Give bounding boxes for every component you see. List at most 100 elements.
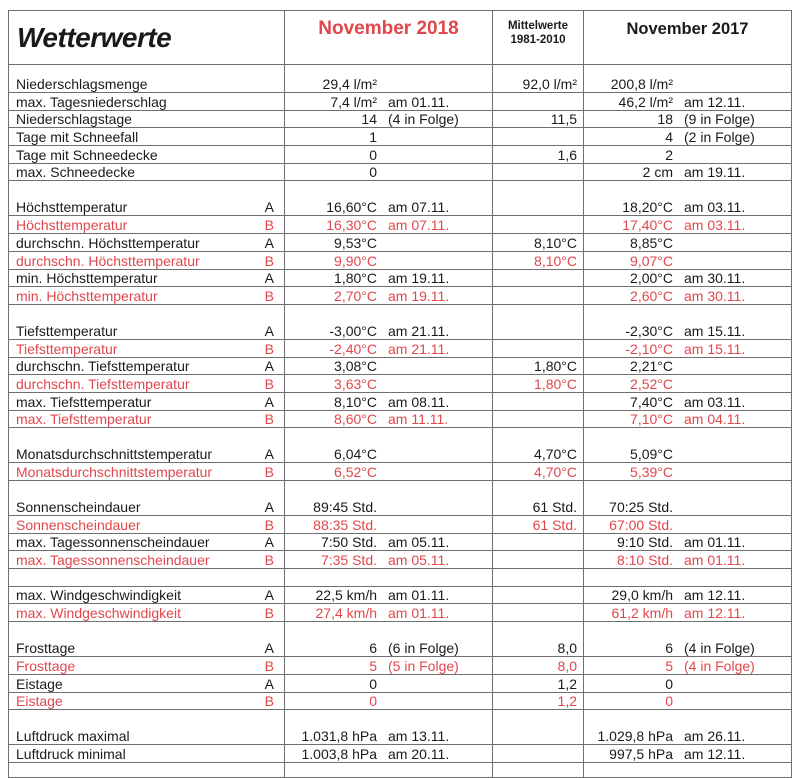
row-label-cell: max. Tagessonnenscheindauer B: [8, 550, 285, 570]
table-row: Monatsdurchschnittstemperatur B 6,52°C 4,70…: [8, 462, 792, 481]
spacer-cell: [8, 568, 285, 587]
value-pair: -2,30°C am 15.11.: [585, 322, 791, 339]
row-label-wrap: max. Tagessonnenscheindauer B: [10, 552, 284, 569]
mittelwert-cell: 8,0: [492, 656, 584, 675]
table-row: min. Höchsttemperatur B 2,70°C am 19.11. 2,6…: [8, 286, 792, 305]
station-marker: A: [264, 270, 274, 287]
row-label-wrap: Eistage A: [10, 676, 284, 692]
row-label-cell: Eistage B: [8, 691, 285, 711]
value-pair: 9,07°C: [585, 253, 791, 269]
value: 7:50 Std.: [320, 534, 377, 551]
row-label-cell: Frosttage A: [8, 621, 285, 658]
mittelwert-cell: 8,10°C: [492, 250, 584, 270]
row-label: Sonnenscheindauer: [16, 516, 141, 533]
row-label-wrap: durchschn. Tiefsttemperatur B: [10, 376, 284, 392]
value-note: am 03.11.: [684, 393, 746, 410]
station-marker: A: [264, 393, 274, 410]
value-pair: 0: [286, 693, 492, 709]
value-2017-cell: 200,8 l/m²: [583, 64, 792, 93]
row-label-cell: Sonnenscheindauer A: [8, 480, 285, 516]
value-pair: 0: [286, 147, 492, 163]
value: 8,60°C: [334, 411, 377, 428]
value: 0: [665, 693, 673, 710]
row-label-wrap: Sonnenscheindauer A: [10, 499, 284, 515]
station-marker: A: [264, 322, 274, 339]
value-note: am 01.11.: [388, 587, 450, 604]
value: 88:35 Std.: [313, 516, 377, 533]
value-2017-cell: 2,00°C am 30.11.: [583, 268, 792, 288]
mittelwert-cell: 61 Std.: [492, 480, 584, 516]
row-label-cell: max. Tiefsttemperatur B: [8, 409, 285, 429]
value-note: am 01.11.: [388, 93, 450, 110]
value-2018-cell: 0: [284, 145, 493, 164]
value-pair: 5 (4 in Folge): [585, 657, 791, 674]
mittelwert-cell: 8,0: [492, 621, 584, 658]
value: 7,4 l/m²: [330, 93, 377, 110]
value-note: am 03.11.: [684, 217, 746, 234]
value-note: [377, 129, 388, 145]
mittelwert-cell: [492, 585, 584, 605]
station-marker: A: [264, 199, 274, 216]
value: 18,20°C: [622, 199, 673, 216]
value-note: am 07.11.: [388, 199, 450, 216]
value: 6,04°C: [334, 446, 377, 463]
mittelwert-cell: [492, 409, 584, 429]
value-note: [673, 358, 684, 374]
row-label-wrap: min. Höchsttemperatur A: [10, 270, 284, 287]
spacer-cell: [284, 568, 493, 587]
value-note: am 12.11.: [684, 587, 746, 604]
row-label: Monatsdurchschnittstemperatur: [16, 464, 213, 480]
value-note: am 05.11.: [388, 534, 450, 551]
row-label-cell: Eistage A: [8, 673, 285, 693]
value: -2,40°C: [329, 340, 377, 357]
mittelwert-cell: 8,10°C: [492, 233, 584, 252]
value: 9,53°C: [334, 234, 377, 251]
row-label-wrap: Monatsdurchschnittstemperatur B: [10, 464, 284, 480]
value-2017-cell: 2 cm am 19.11.: [583, 162, 792, 182]
value-note: am 19.11.: [388, 270, 450, 287]
spacer-cell: [583, 568, 792, 587]
value: 5: [665, 657, 673, 674]
value: -2,10°C: [625, 340, 673, 357]
value-pair: 22,5 km/h am 01.11.: [286, 587, 492, 604]
row-label: max. Tagessonnenscheindauer: [16, 552, 210, 569]
value-pair: 2,60°C am 30.11.: [585, 288, 791, 304]
value: 1.029,8 hPa: [597, 728, 673, 745]
mittelwert-cell: [492, 744, 584, 763]
value-note: am 15.11.: [684, 322, 746, 339]
row-label-cell: Monatsdurchschnittstemperatur A: [8, 427, 285, 464]
row-label-wrap: Luftdruck minimal: [10, 746, 284, 762]
value-2018-cell: 2,70°C am 19.11.: [284, 286, 493, 305]
value: 17,40°C: [622, 217, 673, 234]
value-2017-cell: 61,2 km/h am 12.11.: [583, 603, 792, 623]
mittelwert-cell: 1,6: [492, 145, 584, 164]
table-row: durchschn. Tiefsttemperatur B 3,63°C 1,80°C…: [8, 374, 792, 393]
value-pair: 1: [286, 129, 492, 145]
mittelwert-cell: 92,0 l/m²: [492, 64, 584, 93]
station-marker: B: [264, 605, 274, 622]
value-pair: 5,39°C: [585, 464, 791, 480]
value: 6: [369, 640, 377, 657]
value: 67:00 Std.: [609, 516, 673, 533]
table-row: durchschn. Höchsttemperatur A 9,53°C 8,10°C…: [8, 233, 792, 252]
value-2017-cell: 0: [583, 691, 792, 711]
row-label-cell: Tiefsttemperatur B: [8, 338, 285, 358]
station-marker: A: [264, 640, 274, 657]
table-row: Tage mit Schneefall 1 4 (2 in Folge): [8, 127, 792, 147]
value-note: am 21.11.: [388, 340, 450, 357]
value-2017-cell: 46,2 l/m² am 12.11.: [583, 92, 792, 111]
row-label: durchschn. Höchsttemperatur: [16, 252, 200, 269]
table-row: Niederschlagsmenge 29,4 l/m² 92,0 l/m² 200,…: [8, 64, 792, 93]
table-row: max. Tagesniederschlag 7,4 l/m² am 01.11. 4…: [8, 92, 792, 111]
row-label: Tiefsttemperatur: [16, 340, 118, 357]
row-label: Tage mit Schneefall: [16, 129, 139, 146]
value-pair: 3,08°C: [286, 358, 492, 374]
table-row: Eistage B 0 1,2 0: [8, 691, 792, 711]
value-pair: 5,09°C: [585, 446, 791, 462]
value: 70:25 Std.: [609, 499, 673, 515]
row-label-wrap: Höchsttemperatur A: [10, 199, 284, 216]
row-label-wrap: Frosttage A: [10, 640, 284, 657]
row-label: Eistage: [16, 693, 63, 710]
value-pair: 9:10 Std. am 01.11.: [585, 534, 791, 550]
value-2017-cell: 9:10 Std. am 01.11.: [583, 532, 792, 552]
